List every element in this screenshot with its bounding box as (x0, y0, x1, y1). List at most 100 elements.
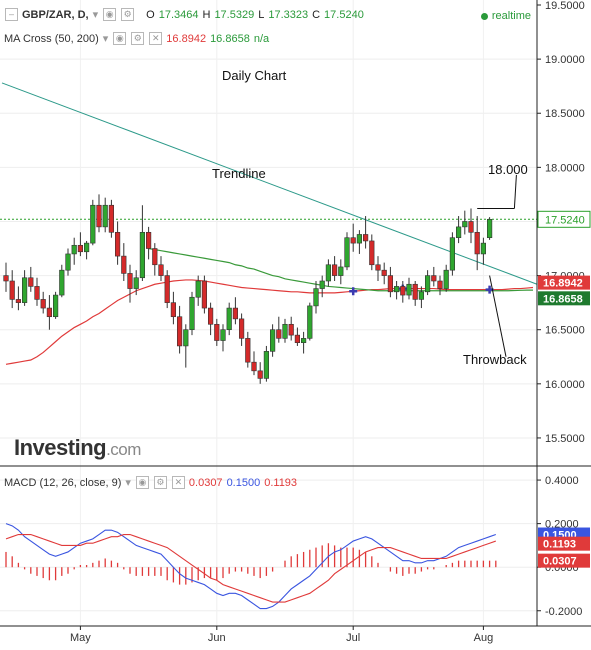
symbol-label: GBP/ZAR, D, (22, 8, 89, 21)
candle-body (183, 329, 189, 347)
candle-body (412, 283, 418, 300)
ma50-price-tag: 16.8658 (543, 293, 583, 305)
ma-legend-name: MA Cross (50, 200) (4, 32, 99, 45)
y-tick-label: -0.2000 (545, 606, 582, 618)
current-price-tag: 17.5240 (545, 214, 585, 226)
candle-body (400, 286, 406, 296)
low-value: 17.3323 (268, 8, 309, 21)
ma-value-2: 16.8658 (210, 32, 250, 45)
candle-body (170, 302, 177, 318)
close-label: C (312, 8, 321, 21)
macd-legend-name: MACD (12, 26, close, 9) (4, 476, 122, 489)
candle-body (15, 299, 22, 303)
throwback-pointer (489, 275, 507, 357)
low-label: L (258, 8, 265, 21)
candle-body (474, 231, 480, 255)
candle-body (21, 277, 28, 303)
macd-series-line (5, 533, 496, 603)
chevron-down-icon[interactable]: ▾ (102, 33, 109, 45)
y-tick-label: 16.5000 (545, 325, 585, 337)
candle-body (338, 266, 344, 276)
candle-body (462, 221, 468, 228)
symbol-legend: – GBP/ZAR, D, ▾ ◉ ⚙ O 17.3464 H 17.5329 L 17… (4, 8, 364, 21)
candle-body (437, 280, 443, 289)
candle-body (201, 280, 208, 309)
y-tick-label: 19.0000 (545, 54, 585, 66)
candle-body (3, 275, 9, 282)
candle-body (102, 204, 108, 228)
candle-body (313, 288, 319, 307)
candle-body (443, 269, 449, 289)
candle-body (189, 296, 195, 331)
logo-text: Investing (14, 435, 107, 460)
macd-series-line (5, 523, 496, 610)
candle-body (195, 280, 201, 298)
candle-body (158, 264, 164, 276)
candlesticks (3, 194, 493, 384)
candle-body (226, 307, 232, 331)
candle-body (431, 275, 437, 282)
macd-panel (5, 523, 497, 610)
macd-value-3: 0.1193 (264, 476, 298, 489)
close-value: 17.5240 (324, 8, 364, 21)
signal-price-tag: 0.1193 (543, 539, 576, 551)
macd-legend: MACD (12, 26, close, 9) ▾ ◉ ⚙ ✕ 0.0307 0.1… (4, 476, 297, 489)
chart-subtitle: Daily Chart (222, 68, 287, 83)
candle-body (34, 286, 40, 300)
candle-body (108, 204, 114, 233)
close-icon[interactable]: ✕ (171, 476, 185, 489)
candle-body (369, 240, 375, 266)
candle-body (319, 280, 325, 289)
gear-icon[interactable]: ⚙ (121, 8, 135, 21)
close-icon[interactable]: ✕ (149, 32, 163, 45)
chevron-down-icon[interactable]: ▾ (125, 477, 131, 489)
candle-body (127, 273, 133, 289)
trendline-label: Trendline (212, 166, 266, 181)
candle-body (139, 231, 146, 279)
candle-body (208, 307, 214, 325)
candle-body (52, 294, 59, 318)
level-label: 18.000 (488, 162, 528, 177)
collapse-icon[interactable]: – (5, 8, 18, 21)
candle-body (177, 316, 183, 347)
chevron-down-icon[interactable]: ▾ (92, 9, 99, 21)
eye-icon[interactable]: ◉ (135, 476, 149, 489)
candle-body (424, 275, 431, 293)
ma-legend: MA Cross (50, 200) ▾ ◉ ⚙ ✕ 16.8942 16.8658… (4, 32, 269, 45)
high-value: 17.5329 (214, 8, 255, 21)
eye-icon[interactable]: ◉ (103, 8, 117, 21)
gear-icon[interactable]: ⚙ (131, 32, 145, 45)
ma200-price-tag-bg (538, 275, 590, 290)
y-tick-label: 18.0000 (545, 162, 585, 174)
candle-body (9, 280, 15, 300)
candle-body (325, 264, 332, 282)
candle-body (239, 318, 245, 339)
grid (0, 0, 537, 626)
candle-body (40, 299, 46, 309)
throwback-label: Throwback (463, 352, 527, 367)
candle-body (276, 329, 282, 339)
candle-body (257, 370, 263, 379)
signal-price-tag-bg (538, 536, 590, 551)
ma-value-1: 16.8942 (166, 32, 207, 45)
candle-body (121, 255, 127, 274)
gear-icon[interactable]: ⚙ (153, 476, 167, 489)
eye-icon[interactable]: ◉ (113, 32, 127, 45)
macd-value-1: 0.0307 (188, 476, 223, 489)
high-label: H (202, 8, 211, 21)
candle-body (133, 277, 139, 289)
candle-body (344, 237, 350, 268)
y-tick-label: 16.0000 (545, 379, 585, 391)
candle-body (152, 248, 158, 266)
trendline (1, 82, 538, 357)
y-tick-label: 15.5000 (545, 433, 585, 445)
histogram-price-tag: 0.0307 (543, 556, 577, 568)
y-tick-label: 0.4000 (545, 475, 579, 487)
candle-body (480, 242, 487, 255)
candle-body (245, 338, 251, 363)
x-tick-label: Jun (208, 632, 226, 644)
x-tick-label: Aug (474, 632, 494, 644)
candle-body (220, 329, 226, 341)
